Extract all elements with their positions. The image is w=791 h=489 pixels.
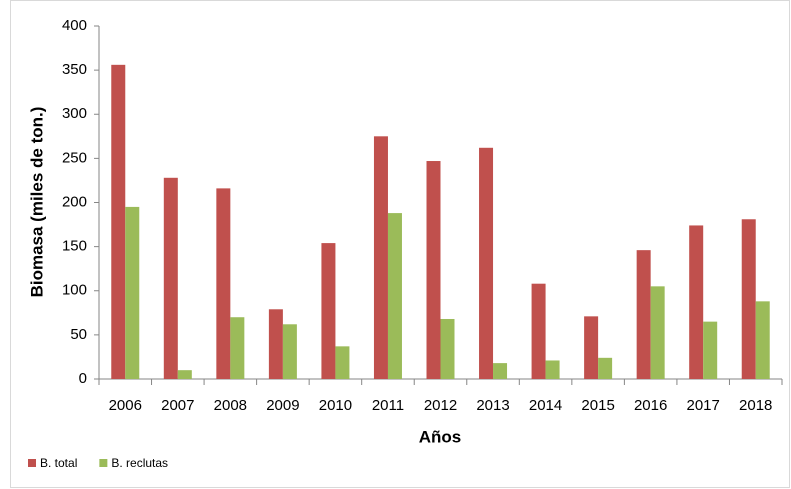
bar [755,301,770,379]
x-tick-label: 2009 [266,397,299,414]
bar [531,283,546,379]
bar [230,317,245,379]
bar [440,318,455,379]
x-tick-label: 2016 [634,397,667,414]
bar [426,161,441,379]
x-tick-label: 2015 [581,397,614,414]
x-tick-label: 2018 [739,397,772,414]
legend-swatch [99,459,108,467]
legend-label: B. reclutas [111,456,168,470]
x-tick-label: 2014 [529,397,562,414]
bar [268,309,283,379]
y-tick-label: 150 [62,238,87,255]
y-tick-label: 300 [62,105,87,122]
bar [163,177,178,379]
bar [584,316,599,379]
y-tick-label: 400 [62,17,87,34]
y-tick-label: 250 [62,149,87,166]
y-tick-label: 100 [62,282,87,299]
bar [387,213,402,379]
bar [479,147,494,379]
x-axis-title: Años [419,427,462,446]
bar [111,64,126,379]
legend-label: B. total [40,456,77,470]
y-tick-label: 0 [79,370,87,387]
bar [321,243,336,379]
y-tick-label: 200 [62,193,87,210]
bar [177,370,192,379]
bar [373,136,388,379]
bar [545,360,560,379]
bar [282,324,297,379]
x-tick-label: 2010 [319,397,352,414]
bar [689,225,704,379]
x-tick-label: 2011 [372,397,404,414]
bar [493,363,508,379]
y-tick-label: 50 [70,326,87,343]
x-tick-label: 2007 [161,397,194,414]
y-axis-title: Biomasa (miles de ton.) [27,107,46,298]
bar [598,357,613,379]
x-tick-label: 2006 [109,397,142,414]
x-tick-label: 2012 [424,397,457,414]
bar [125,206,140,379]
bar [636,250,651,379]
bar [216,188,231,379]
bar [703,321,718,379]
bar [741,219,756,379]
y-tick-label: 350 [62,61,87,78]
bar [650,286,665,379]
x-tick-label: 2013 [476,397,509,414]
legend-swatch [28,459,36,467]
x-tick-label: 2017 [687,397,720,414]
bar [335,346,350,379]
x-tick-label: 2008 [214,397,247,414]
